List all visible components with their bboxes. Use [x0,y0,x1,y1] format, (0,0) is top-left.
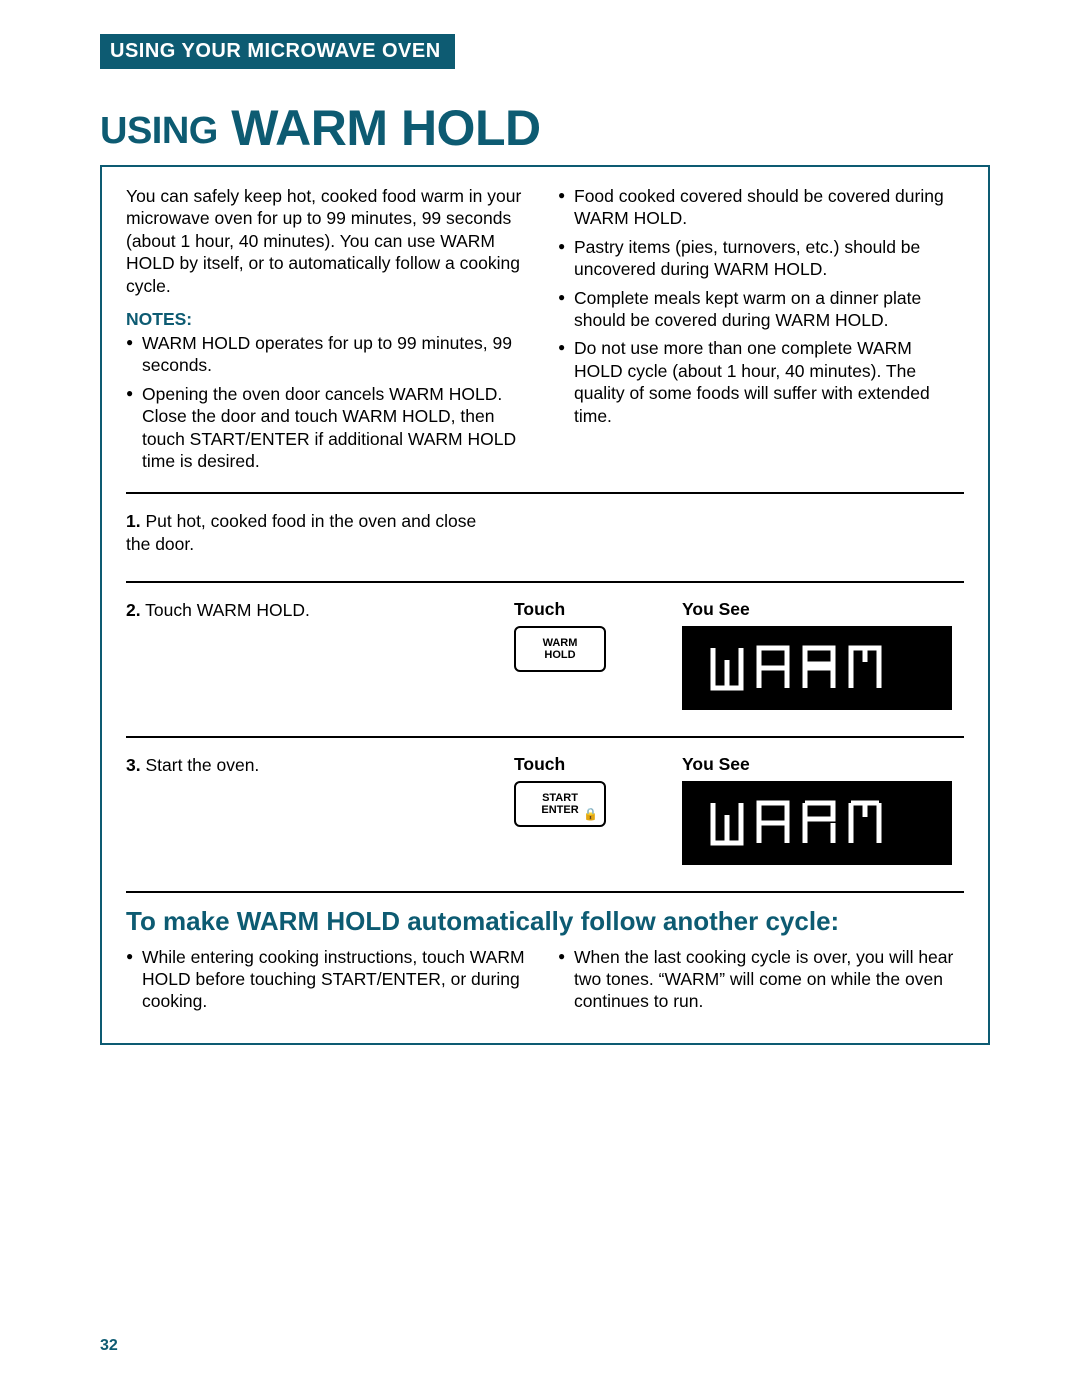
intro-right: Food cooked covered should be covered du… [558,185,964,478]
intro-left: You can safely keep hot, cooked food war… [126,185,532,478]
step-body: Touch WARM HOLD. [141,600,310,620]
start-enter-button: START ENTER 🔒 [514,781,606,827]
tail-item: When the last cooking cycle is over, you… [558,946,964,1013]
step-text: 1. Put hot, cooked food in the oven and … [126,510,496,555]
oven-display [682,626,952,710]
touch-heading: Touch [514,754,664,775]
oven-display [682,781,952,865]
note-item: Do not use more than one complete WARM H… [558,337,964,427]
step-text: 2. Touch WARM HOLD. [126,599,496,621]
intro-paragraph: You can safely keep hot, cooked food war… [126,185,532,297]
notes-right-list: Food cooked covered should be covered du… [558,185,964,427]
tail-columns: While entering cooking instructions, tou… [126,946,964,1019]
yousee-heading: You See [682,599,964,620]
button-line2: ENTER [541,804,578,816]
touch-column: Touch WARM HOLD [514,599,664,672]
step-number: 3. [126,755,141,775]
button-line1: START [542,792,578,804]
button-line2: HOLD [544,649,575,661]
intro-columns: You can safely keep hot, cooked food war… [126,185,964,478]
step-body: Put hot, cooked food in the oven and clo… [126,511,476,553]
tail-left: While entering cooking instructions, tou… [126,946,532,1019]
note-item: Opening the oven door cancels WARM HOLD.… [126,383,532,473]
note-item: Complete meals kept warm on a dinner pla… [558,287,964,332]
divider [126,891,964,893]
step-number: 2. [126,600,141,620]
step-row: 1. Put hot, cooked food in the oven and … [126,504,964,567]
yousee-column: You See [682,599,964,710]
subheading: To make WARM HOLD automatically follow a… [126,907,964,936]
display-warm-icon [697,793,937,853]
divider [126,492,964,494]
page-title: USING WARM HOLD [100,99,990,157]
tail-right: When the last cooking cycle is over, you… [558,946,964,1019]
step-body: Start the oven. [141,755,260,775]
note-item: Pastry items (pies, turnovers, etc.) sho… [558,236,964,281]
step-number: 1. [126,511,141,531]
note-item: Food cooked covered should be covered du… [558,185,964,230]
title-pre-cap: U [100,110,127,152]
touch-column: Touch START ENTER 🔒 [514,754,664,827]
title-main: WARM HOLD [218,100,541,156]
divider [126,581,964,583]
step-row: 3. Start the oven. Touch START ENTER 🔒 Y… [126,748,964,877]
lock-icon: 🔒 [583,808,598,821]
note-item: WARM HOLD operates for up to 99 minutes,… [126,332,532,377]
title-pre-rest: SING [127,110,218,152]
step-text: 3. Start the oven. [126,754,496,776]
touch-heading: Touch [514,599,664,620]
notes-left-list: WARM HOLD operates for up to 99 minutes,… [126,332,532,472]
yousee-heading: You See [682,754,964,775]
display-warm-icon [697,638,937,698]
warm-hold-button: WARM HOLD [514,626,606,672]
yousee-column: You See [682,754,964,865]
button-line1: WARM [543,637,578,649]
manual-page: USING YOUR MICROWAVE OVEN USING WARM HOL… [0,0,1080,1397]
step-row: 2. Touch WARM HOLD. Touch WARM HOLD You … [126,593,964,722]
notes-label: NOTES: [126,309,532,330]
divider [126,736,964,738]
page-number: 32 [100,1337,118,1355]
section-header: USING YOUR MICROWAVE OVEN [100,34,455,69]
tail-item: While entering cooking instructions, tou… [126,946,532,1013]
content-box: You can safely keep hot, cooked food war… [100,165,990,1045]
